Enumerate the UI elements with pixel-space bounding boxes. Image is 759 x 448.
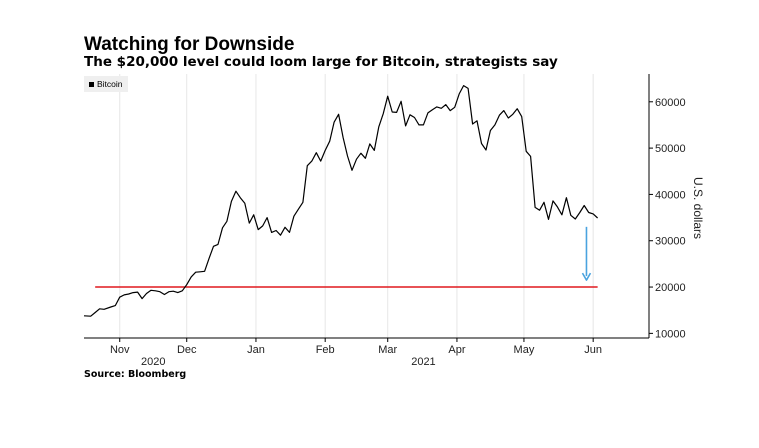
- x-tick-label-1: Dec: [177, 344, 197, 356]
- y-tick-label-5: 60000: [655, 97, 686, 109]
- x-year-label-0: 2020: [141, 356, 165, 368]
- x-tick-label-7: Jun: [584, 344, 602, 356]
- x-tick-label-4: Mar: [378, 344, 397, 356]
- series-line-bitcoin: [83, 85, 599, 317]
- x-tick-label-2: Jan: [247, 344, 265, 356]
- x-tick-label-0: Nov: [110, 344, 130, 356]
- arrow-head: [581, 272, 592, 281]
- y-tick-label-0: 10000: [655, 328, 686, 340]
- y-axis-ticks: 10000 20000 30000 40000 50000 60000: [649, 97, 686, 340]
- y-tick-label-1: 20000: [655, 282, 686, 294]
- legend-swatch-bitcoin: [89, 81, 94, 87]
- y-tick-label-4: 50000: [655, 143, 686, 155]
- x-tick-label-6: May: [514, 344, 535, 356]
- chart-title: Watching for Downside: [84, 34, 295, 55]
- source-note: Source: Bloomberg: [84, 369, 187, 380]
- x-tick-label-5: Apr: [448, 344, 465, 356]
- x-tick-label-3: Feb: [316, 344, 335, 356]
- legend-label-bitcoin: Bitcoin: [97, 79, 123, 89]
- y-tick-label-3: 40000: [655, 189, 686, 201]
- x-year-label-1: 2021: [411, 356, 435, 368]
- legend: Bitcoin: [84, 76, 128, 92]
- chart-subtitle: The $20,000 level could loom large for B…: [84, 54, 558, 70]
- y-axis-label: U.S. dollars: [691, 177, 705, 239]
- vertical-gridlines: [119, 74, 594, 338]
- y-tick-label-2: 30000: [655, 236, 686, 248]
- x-axis-ticks: Nov Dec Jan Feb Mar Apr May Jun 2020 2021: [110, 338, 602, 368]
- downside-arrow: [581, 226, 592, 281]
